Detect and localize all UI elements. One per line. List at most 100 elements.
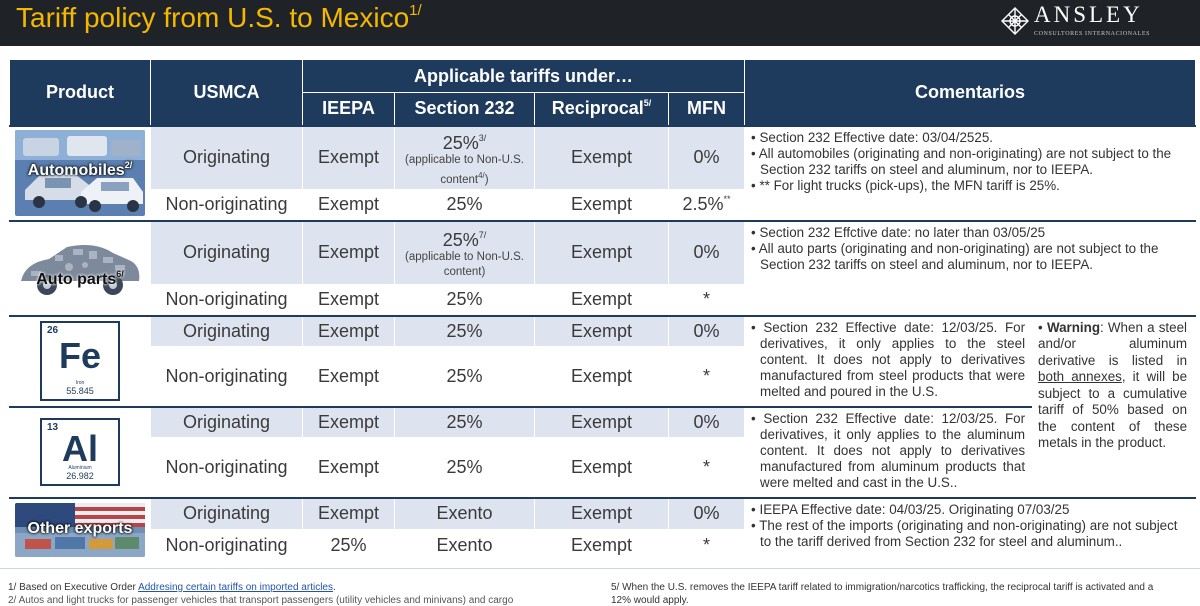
usmca-cell: Non-originating <box>150 189 303 221</box>
table-row: Non-originating Exempt 25% Exempt * <box>10 284 1196 316</box>
s232-cell: Exento <box>394 529 535 562</box>
usmca-cell: Originating <box>150 314 303 347</box>
reciprocal-cell: Exempt <box>534 496 669 530</box>
comment-item: All automobiles (originating and non-ori… <box>751 146 1189 178</box>
automobiles-comments: Section 232 Effective date: 03/04/2525. … <box>744 124 1197 221</box>
aluminum-element-icon: 13 Al Aluminium 26.982 <box>40 418 120 486</box>
col-reciprocal: Reciprocal5/ <box>534 92 669 126</box>
logo-mark-icon <box>1001 7 1029 35</box>
product-other-exports: Other exports <box>9 496 151 562</box>
auto-parts-label: Auto parts6/ <box>36 269 124 288</box>
mfn-cell: * <box>667 346 746 407</box>
ieepa-cell: Exempt <box>302 219 395 285</box>
s232-cell: 25% <box>394 405 535 438</box>
ieepa-cell: Exempt <box>302 189 395 221</box>
s232-cell: 25% <box>394 437 535 498</box>
usmca-cell: Non-originating <box>150 284 303 316</box>
s232-cell: 25% <box>394 284 535 316</box>
ieepa-cell: Exempt <box>302 346 395 407</box>
page-title: Tariff policy from U.S. to Mexico1/ <box>16 2 422 33</box>
footnote-2: 2/ Autos and light trucks for passenger … <box>8 595 514 606</box>
auto-parts-comments: Section 232 Effctive date: no later than… <box>744 219 1197 316</box>
table-row: Auto parts6/ Originating Exempt 25%7/ (a… <box>9 219 1197 316</box>
s232-cell: Exento <box>394 496 535 530</box>
cars-icon <box>15 130 145 216</box>
reciprocal-cell: Exempt <box>534 314 669 347</box>
comment-item: Section 232 Effective date: 03/04/2525. <box>751 130 1189 146</box>
other-exports-label: Other exports <box>27 519 133 537</box>
steel-comments: Section 232 Effective date: 12/03/25. Fo… <box>744 314 1033 407</box>
ieepa-cell: Exempt <box>302 437 395 498</box>
mfn-cell: * <box>667 284 746 316</box>
table-row: Non-originating Exempt 25% Exempt 2.5%** <box>10 189 1196 221</box>
warning-note: • Warning: When a steel and/or aluminum … <box>1031 314 1197 498</box>
reciprocal-cell: Exempt <box>534 437 669 498</box>
mfn-cell: 0% <box>667 314 746 347</box>
table-row: Automobiles2/ Originating Exempt 25%3/ (… <box>9 124 1197 221</box>
usmca-cell: Non-originating <box>150 437 303 498</box>
s232-cell: 25%3/ (applicable to Non-U.S. content4/) <box>394 124 535 190</box>
ieepa-cell: 25% <box>302 529 395 562</box>
header-bar: Tariff policy from U.S. to Mexico1/ ANSL… <box>0 0 1200 46</box>
table-row: Non-originating Exempt 25% Exempt * <box>10 437 1196 498</box>
comment-item: The rest of the imports (originating and… <box>751 518 1189 550</box>
reciprocal-cell: Exempt <box>534 346 669 407</box>
comment-item: ** For light trucks (pick-ups), the MFN … <box>751 178 1189 194</box>
usmca-cell: Originating <box>150 124 303 190</box>
col-comments: Comentarios <box>744 59 1197 126</box>
table-row: 13 Al Aluminium 26.982 Originating Exemp… <box>9 405 1196 498</box>
s232-cell: 25%7/ (applicable to Non-U.S. content) <box>394 219 535 285</box>
usmca-cell: Non-originating <box>150 346 303 407</box>
table-row: Non-originating 25% Exento Exempt * <box>10 529 1196 562</box>
iron-element-icon: 26 Fe Iron 55.845 <box>40 321 120 401</box>
automobiles-image: Automobiles2/ <box>15 130 145 216</box>
reciprocal-cell: Exempt <box>534 219 669 285</box>
executive-order-link[interactable]: Addresing certain tariffs on imported ar… <box>138 582 333 593</box>
comment-item: Section 232 Effective date: 12/03/25. Fo… <box>751 320 1025 400</box>
col-mfn: MFN <box>667 92 746 126</box>
table-row: 26 Fe Iron 55.845 Originating Exempt 25%… <box>9 314 1197 498</box>
col-product: Product <box>9 59 151 126</box>
s232-cell: 25% <box>394 189 535 221</box>
col-ieepa: IEEPA <box>302 92 395 126</box>
product-aluminum: 13 Al Aluminium 26.982 <box>9 405 151 498</box>
flag-port-icon <box>15 502 145 557</box>
reciprocal-cell: Exempt <box>534 405 669 438</box>
table-row: Other exports Originating Exempt Exento … <box>9 496 1197 562</box>
comment-item: Section 232 Effctive date: no later than… <box>751 225 1189 241</box>
col-usmca: USMCA <box>150 59 303 126</box>
auto-parts-image: Auto parts6/ <box>15 233 145 303</box>
car-parts-icon <box>15 233 145 303</box>
logo-subtitle: CONSULTORES INTERNACIONALES <box>1034 31 1151 37</box>
mfn-cell: * <box>667 529 746 562</box>
s232-cell: 25% <box>394 314 535 347</box>
mfn-cell: 0% <box>667 124 746 190</box>
col-section-232: Section 232 <box>394 92 535 126</box>
comment-item: Section 232 Effective date: 12/03/25. Fo… <box>751 411 1025 491</box>
usmca-cell: Originating <box>150 219 303 285</box>
reciprocal-cell: Exempt <box>534 189 669 221</box>
usmca-cell: Originating <box>150 405 303 438</box>
ieepa-cell: Exempt <box>302 284 395 316</box>
aluminum-comments: Section 232 Effective date: 12/03/25. Fo… <box>744 405 1033 498</box>
s232-cell: 25% <box>394 346 535 407</box>
reciprocal-cell: Exempt <box>534 284 669 316</box>
other-exports-comments: IEEPA Effective date: 04/03/25. Originat… <box>744 496 1197 562</box>
mfn-cell: 0% <box>667 219 746 285</box>
mfn-cell: 0% <box>667 405 746 438</box>
footnote-5-cont: 12% would apply. <box>611 595 689 606</box>
logo-name: ANSLEY <box>1034 2 1143 27</box>
usmca-cell: Originating <box>150 496 303 530</box>
mfn-cell: 2.5%** <box>667 189 746 221</box>
reciprocal-cell: Exempt <box>534 124 669 190</box>
mfn-cell: * <box>667 437 746 498</box>
ieepa-cell: Exempt <box>302 405 395 438</box>
comment-item: IEEPA Effective date: 04/03/25. Originat… <box>751 502 1189 518</box>
footnote-5: 5/ When the U.S. removes the IEEPA tarif… <box>611 582 1154 593</box>
product-auto-parts: Auto parts6/ <box>9 219 151 316</box>
reciprocal-cell: Exempt <box>534 529 669 562</box>
footnote-1: 1/ Based on Executive Order Addresing ce… <box>8 582 336 593</box>
ieepa-cell: Exempt <box>302 314 395 347</box>
ieepa-cell: Exempt <box>302 124 395 190</box>
product-steel: 26 Fe Iron 55.845 <box>9 314 151 407</box>
